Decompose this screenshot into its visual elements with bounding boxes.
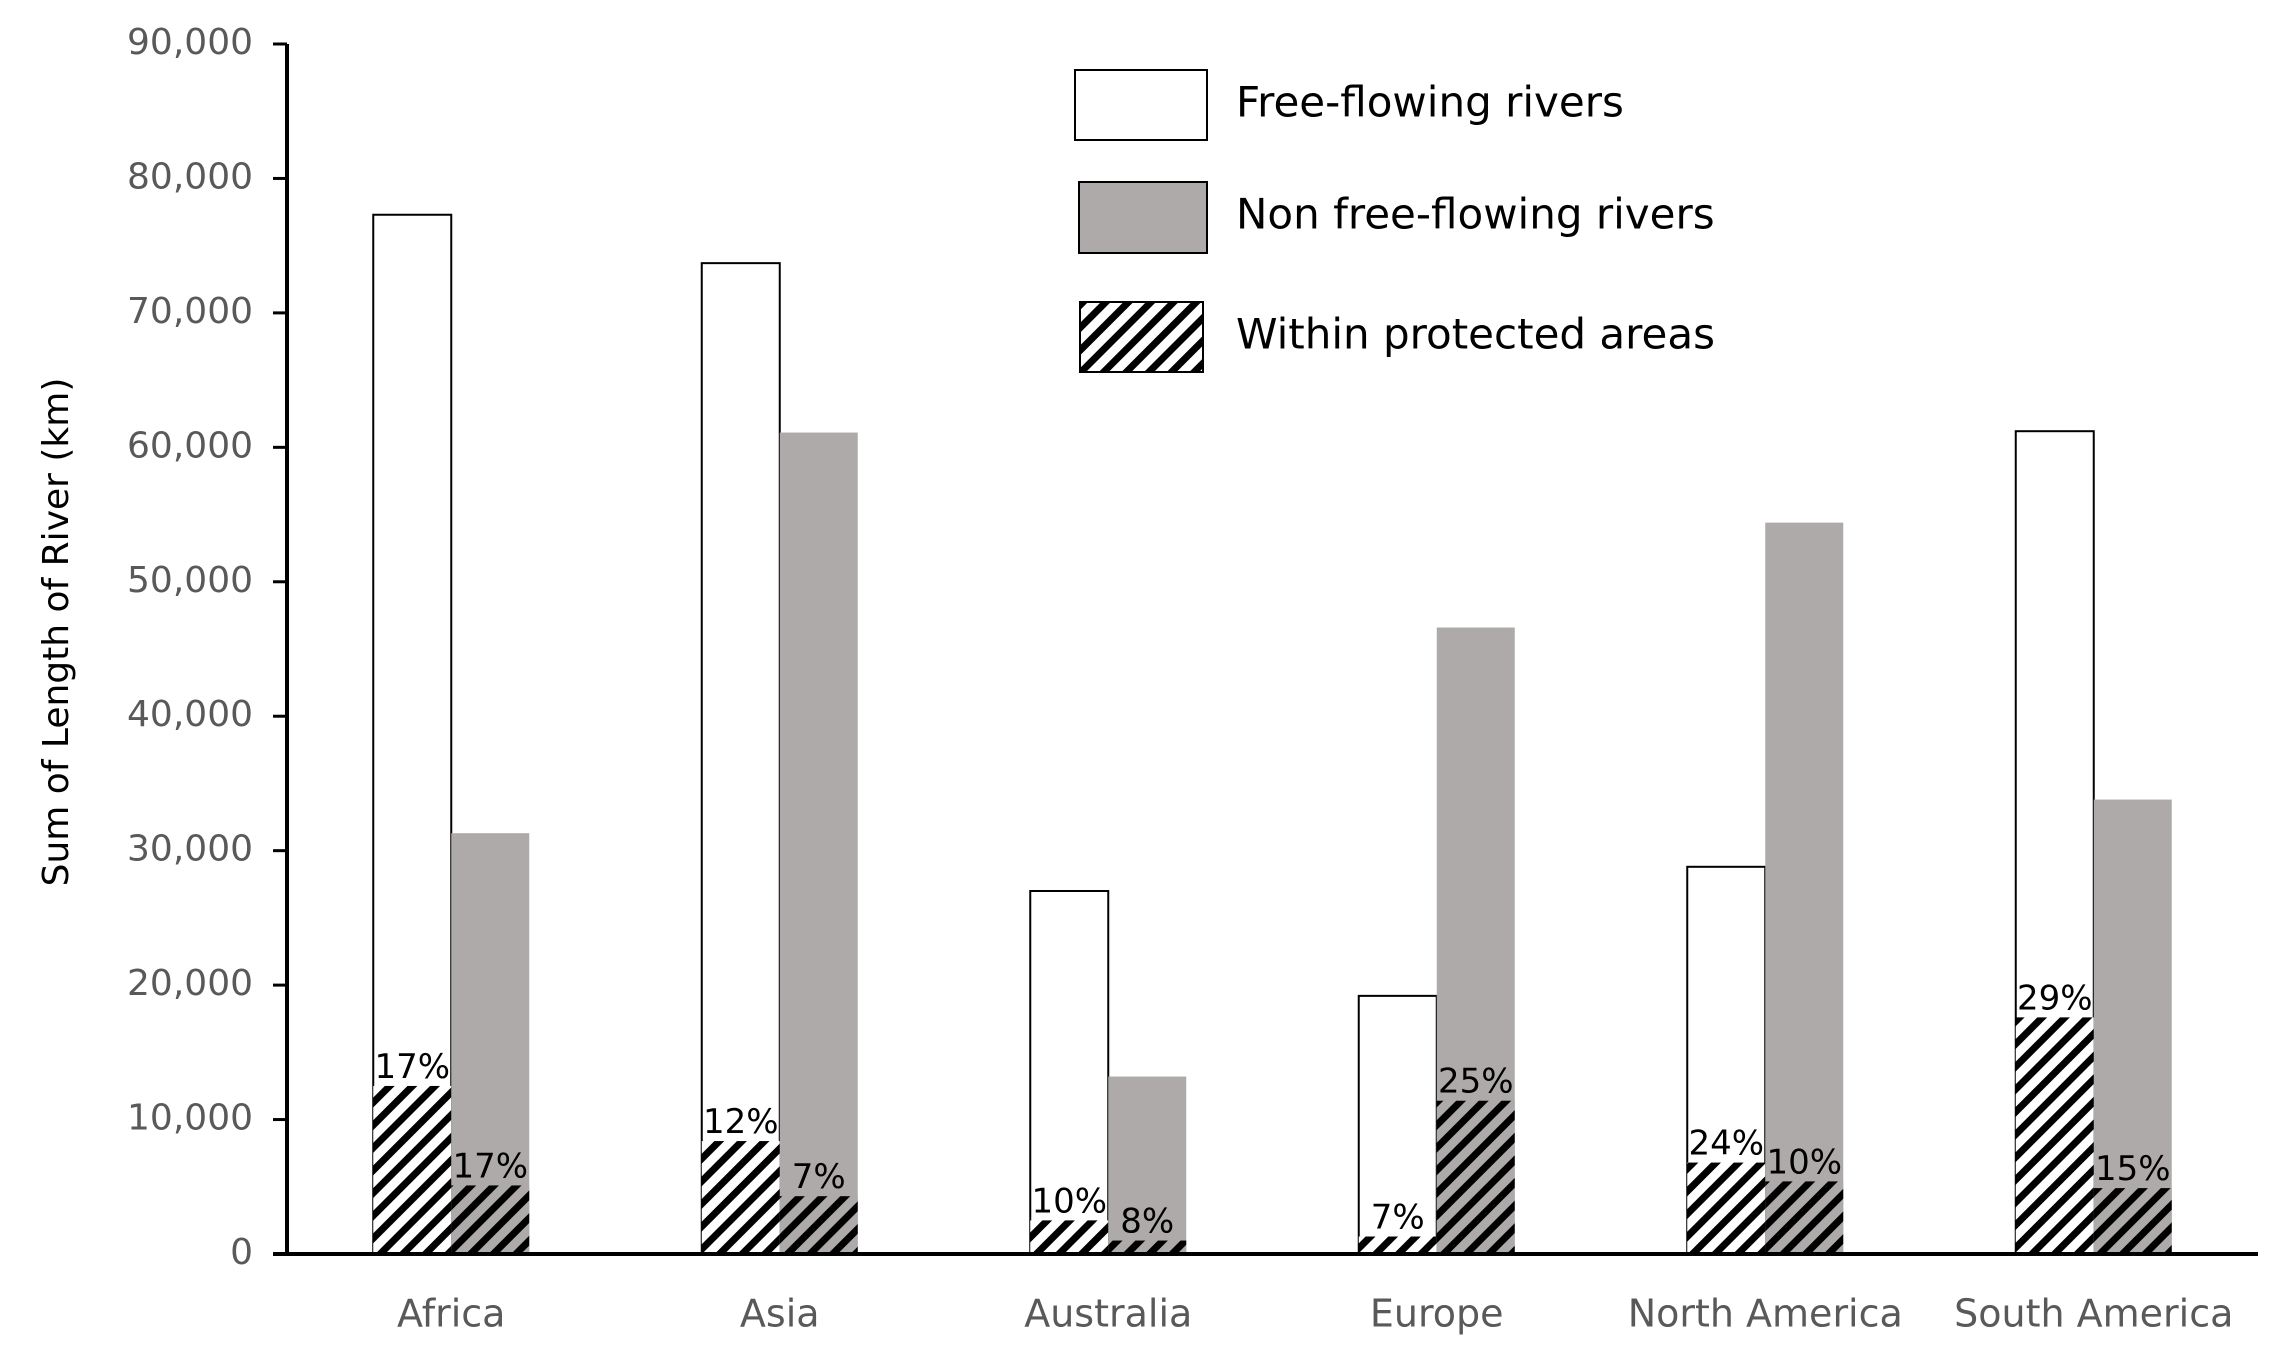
bar-non-free-flowing [1765,522,1844,1254]
bar-protected-free-flowing [1030,1220,1109,1254]
bar-free-flowing [1029,890,1110,1255]
y-tick-label: 20,000 [127,963,253,1004]
y-axis-title: Sum of Length of River (km) [36,378,77,887]
bar-protected-free-flowing [1358,1236,1437,1254]
legend-label-non-free-flowing: Non free-flowing rivers [1236,190,1715,239]
x-category-label: Australia [1024,1292,1192,1336]
y-tick-label: 80,000 [127,156,253,197]
bar-groups: 17%17%12%7%10%8% 7%25%24% 10%29%15% [372,213,2172,1256]
bar-protected-non-free-flowing [1436,1100,1515,1254]
bar-protected-free-flowing [2015,1017,2094,1254]
bar-group-asia: 12% 7% [700,262,858,1255]
y-tick-label: 10,000 [127,1098,253,1139]
protected-percent-label: 7% [1371,1198,1425,1238]
protected-percent-label: 29% [2017,978,2093,1018]
x-category-label: Africa [397,1292,505,1336]
bar-protected-non-free-flowing [1765,1181,1844,1254]
axes [273,44,2258,1256]
y-tick-label: 60,000 [127,425,253,466]
legend-swatch-protected [1079,301,1204,373]
legend: Free-flowing rivers Non free-flowing riv… [1074,69,1715,373]
bar-protected-non-free-flowing [1108,1240,1187,1254]
bar-group-australia: 10% 8% [1029,890,1187,1255]
bar-non-free-flowing [451,833,530,1254]
bar-free-flowing [700,262,781,1255]
bar-protected-non-free-flowing [2093,1188,2172,1254]
y-tick-label: 0 [230,1232,253,1273]
y-axis-ticks: 0 10,000 20,000 30,000 40,000 50,000 60,000 70,… [127,22,287,1273]
protected-percent-label: 10% [1031,1181,1107,1221]
y-tick-label: 30,000 [127,829,253,870]
protected-percent-label: 24% [1688,1124,1764,1164]
legend-swatch-free-flowing [1074,69,1208,141]
protected-percent-label: 8% [1120,1202,1174,1242]
y-tick-label: 50,000 [127,560,253,601]
x-category-label: North America [1628,1292,1903,1336]
bar-protected-free-flowing [701,1141,780,1254]
bar-group-south-america: 29% 15% [2014,430,2172,1255]
protected-percent-label: 25% [1438,1062,1514,1102]
bar-non-free-flowing [2093,799,2172,1254]
x-category-label: Europe [1370,1292,1504,1336]
protected-percent-label: 17% [452,1146,528,1186]
bar-free-flowing [372,213,453,1256]
bar-group-europe: 7% 25% [1357,627,1515,1255]
x-category-label: Asia [740,1292,820,1336]
bar-non-free-flowing [779,432,858,1254]
legend-swatch-non-free-flowing [1078,181,1208,254]
legend-label-free-flowing: Free-flowing rivers [1236,78,1624,127]
y-tick-label: 70,000 [127,291,253,332]
bar-protected-free-flowing [373,1085,452,1254]
bar-protected-non-free-flowing [779,1196,858,1254]
bar-protected-non-free-flowing [451,1185,530,1254]
legend-label-protected: Within protected areas [1236,310,1715,359]
bar-group-north-america: 24% 10% [1686,522,1844,1255]
bar-group-africa: 17% 17% [372,213,530,1256]
bar-non-free-flowing [1108,1076,1187,1254]
protected-percent-label: 12% [703,1102,779,1142]
protected-percent-label: 7% [792,1157,846,1197]
protected-percent-label: 10% [1766,1142,1842,1182]
x-axis-labels: Africa Asia Australia Europe North America So… [397,1292,2233,1336]
x-category-label: South America [1954,1292,2233,1336]
y-tick-label: 90,000 [127,22,253,63]
protected-percent-label: 15% [2095,1149,2171,1189]
y-tick-label: 40,000 [127,694,253,735]
protected-percent-label: 17% [374,1047,450,1087]
bar-protected-free-flowing [1687,1162,1766,1254]
